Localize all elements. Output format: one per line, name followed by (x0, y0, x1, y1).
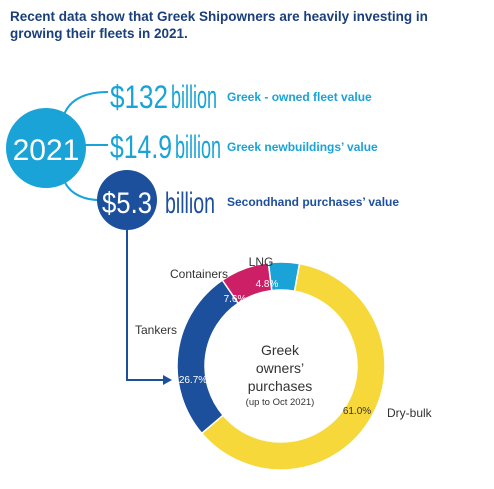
slice-label-lng: LNG (249, 255, 274, 269)
stat-label-fleet: Greek - owned fleet value (227, 90, 372, 104)
slice-label-dry-bulk: Dry-bulk (387, 406, 433, 420)
arrow-head (163, 375, 172, 385)
stat-value-newbuildings: $14.9 (110, 129, 172, 165)
slice-pct-tankers: 26.7% (179, 375, 207, 386)
slice-pct-containers: 7.6% (224, 294, 247, 305)
arrow-line (126, 230, 165, 381)
donut-chart (176, 261, 386, 471)
headline: Recent data show that Greek Shipowners a… (10, 9, 428, 41)
stat-label-secondhand: Secondhand purchases’ value (227, 195, 399, 209)
stat-unit-newbuildings: billion (175, 129, 221, 165)
year-label: 2021 (13, 134, 80, 167)
stat-value-secondhand: $5.3 (102, 187, 152, 220)
slice-label-containers: Containers (170, 267, 228, 281)
slice-pct-dry-bulk: 61.0% (343, 406, 371, 417)
secondhand-circle (97, 170, 157, 230)
stat-label-newbuildings: Greek newbuildings’ value (227, 140, 378, 154)
slice-pct-lng: 4.8% (256, 279, 279, 290)
year-circle (6, 108, 86, 188)
stat-value-fleet: $132 (110, 79, 168, 115)
donut-center-line-1: Greek (261, 342, 300, 358)
donut-slice-dry-bulk (200, 262, 386, 471)
donut-center-line-3: purchases (248, 378, 313, 394)
donut-subtitle: (up to Oct 2021) (246, 397, 315, 408)
stat-unit-secondhand: billion (165, 187, 215, 220)
donut-center-line-2: owners’ (256, 360, 304, 376)
stat-unit-fleet: billion (171, 79, 217, 115)
donut-slice-containers (221, 261, 273, 305)
slice-label-tankers: Tankers (135, 323, 177, 337)
